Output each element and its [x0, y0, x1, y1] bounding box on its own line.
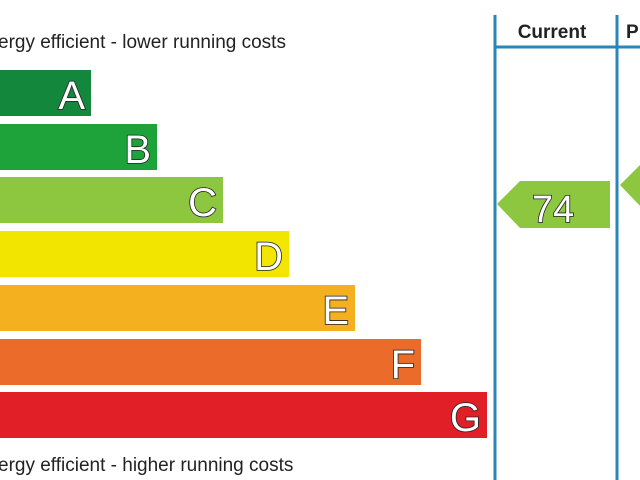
- current-header: Current: [518, 22, 587, 43]
- potential-header: P: [626, 22, 639, 43]
- band-label-d: D: [254, 235, 283, 279]
- current-rating-arrow: [497, 181, 610, 228]
- band-bar-d: [0, 231, 289, 277]
- current-rating-value: 74: [532, 189, 574, 231]
- band-bar-e: [0, 285, 355, 331]
- band-bar-g: [0, 392, 487, 438]
- band-label-g: G: [450, 396, 481, 440]
- band-bar-a: [0, 70, 91, 116]
- potential-rating-arrow: [620, 165, 640, 206]
- band-bar-f: [0, 339, 421, 385]
- band-bar-c: [0, 177, 223, 223]
- band-bar-b: [0, 124, 157, 170]
- band-label-c: C: [188, 181, 217, 225]
- top-caption: ergy efficient - lower running costs: [0, 32, 286, 53]
- band-label-a: A: [58, 74, 85, 118]
- bottom-caption: ergy efficient - higher running costs: [0, 455, 293, 476]
- band-label-e: E: [322, 289, 349, 333]
- band-label-b: B: [124, 128, 151, 172]
- band-label-f: F: [391, 343, 415, 387]
